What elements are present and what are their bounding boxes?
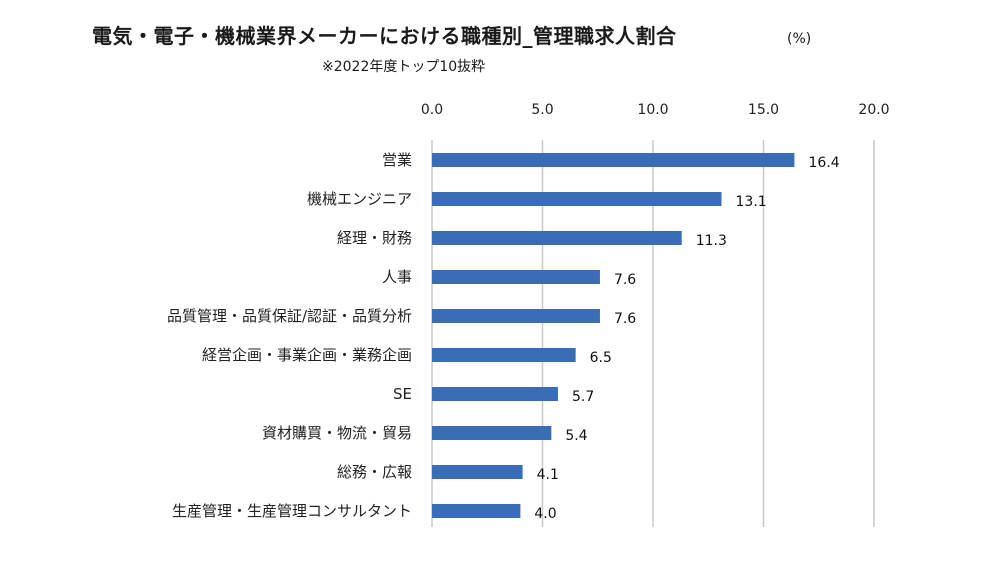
chart-title: 電気・電子・機械業界メーカーにおける職種別_管理職求人割合 [92, 24, 677, 48]
bar [432, 387, 558, 401]
category-label: 品質管理・品質保証/認証・品質分析 [167, 307, 412, 325]
bar [432, 504, 521, 518]
data-label: 13.1 [736, 194, 767, 210]
x-tick-label: 5.0 [531, 102, 553, 118]
category-label: 機械エンジニア [307, 190, 412, 208]
x-tick-label: 15.0 [748, 102, 779, 118]
data-label: 5.4 [565, 428, 587, 444]
data-label: 4.1 [537, 467, 559, 483]
bar [432, 426, 552, 440]
data-label: 6.5 [590, 350, 612, 366]
data-label: 11.3 [696, 233, 727, 249]
category-label: 営業 [382, 151, 412, 169]
data-label: 16.4 [808, 155, 839, 171]
bar [432, 153, 795, 167]
x-tick-label: 20.0 [858, 102, 889, 118]
data-label: 4.0 [534, 506, 556, 522]
unit-label: (%) [787, 31, 812, 47]
data-label: 7.6 [614, 272, 636, 288]
bar [432, 465, 523, 479]
category-label: SE [393, 385, 412, 403]
x-tick-label: 0.0 [421, 102, 443, 118]
data-label: 5.7 [572, 389, 594, 405]
bar [432, 348, 576, 362]
category-label: 経理・財務 [337, 229, 412, 247]
category-label: 総務・広報 [337, 463, 412, 481]
chart-subtitle: ※2022年度トップ10抜粋 [322, 59, 486, 75]
bar [432, 192, 722, 206]
bar [432, 309, 600, 323]
category-label: 資材購買・物流・貿易 [262, 424, 412, 442]
data-label: 7.6 [614, 311, 636, 327]
category-label: 人事 [382, 268, 412, 286]
bar [432, 231, 682, 245]
category-label: 経営企画・事業企画・業務企画 [202, 346, 412, 364]
x-tick-label: 10.0 [637, 102, 668, 118]
bar [432, 270, 600, 284]
category-label: 生産管理・生産管理コンサルタント [172, 502, 412, 520]
